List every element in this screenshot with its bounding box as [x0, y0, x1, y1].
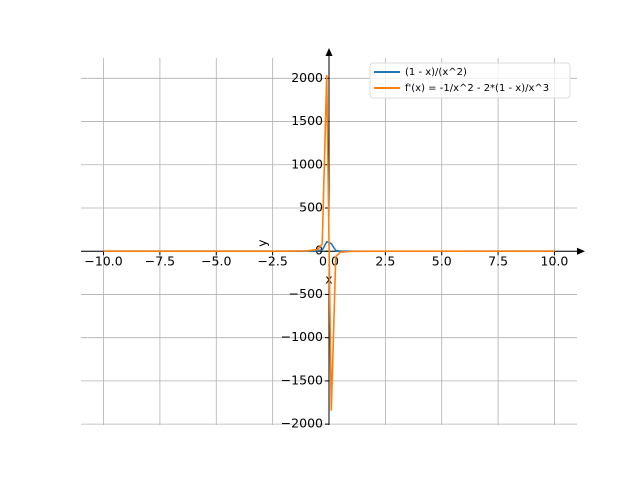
line — [103, 74, 555, 411]
legend-box — [369, 62, 571, 99]
x-tick-label: −10.0 — [84, 254, 122, 269]
legend: (1 - x)/(x^2) f'(x) = -1/x^2 - 2*(1 - x)/… — [369, 62, 571, 99]
y-tick-label: −1500 — [281, 372, 323, 387]
y-tick-label: 1500 — [291, 113, 323, 128]
x-tick-label: −7.5 — [145, 254, 175, 269]
y-tick-label: 2000 — [291, 70, 323, 85]
x-tick-label: 5.0 — [432, 254, 452, 269]
y-tick-label: 1000 — [291, 156, 323, 171]
y-tick-label: 500 — [299, 199, 323, 214]
x-tick-label: 7.5 — [488, 254, 508, 269]
y-axis-label: y — [255, 239, 270, 247]
x-tick-label: −2.5 — [257, 254, 287, 269]
legend-label: f'(x) = -1/x^2 - 2*(1 - x)/x^3 — [405, 83, 549, 94]
y-tick-label: −1000 — [281, 329, 323, 344]
legend-label: (1 - x)/(x^2) — [405, 67, 467, 78]
x-tick-label: −5.0 — [201, 254, 231, 269]
x-axis-arrow — [577, 247, 585, 255]
y-axis-arrow — [325, 48, 333, 56]
y-tick-label: −500 — [289, 286, 323, 301]
x-tick-label: 2.5 — [375, 254, 395, 269]
x-tick-label: 10.0 — [541, 254, 569, 269]
y-tick-label: −2000 — [281, 416, 323, 431]
